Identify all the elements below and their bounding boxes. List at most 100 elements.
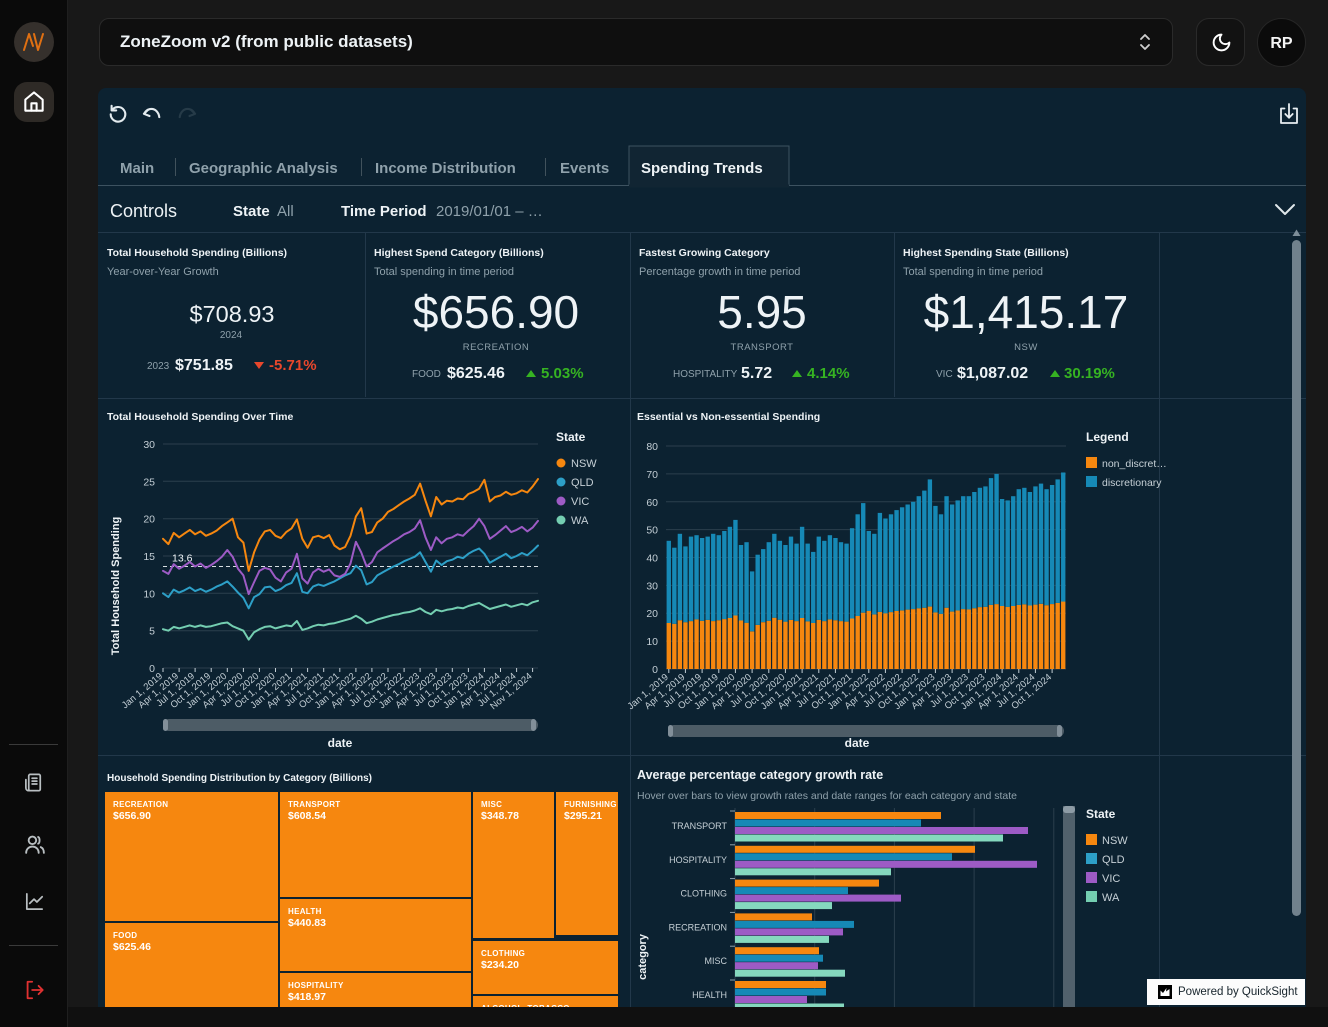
svg-text:$418.97: $418.97 bbox=[288, 991, 326, 1003]
svg-text:2023: 2023 bbox=[147, 361, 170, 372]
svg-text:Income Distribution: Income Distribution bbox=[375, 160, 516, 177]
svg-text:Total spending in time period: Total spending in time period bbox=[903, 266, 1043, 278]
svg-text:$656.90: $656.90 bbox=[113, 810, 151, 822]
svg-text:NSW: NSW bbox=[1102, 835, 1128, 847]
svg-text:State: State bbox=[233, 203, 270, 220]
svg-text:80: 80 bbox=[646, 441, 658, 453]
svg-text:$625.46: $625.46 bbox=[113, 941, 151, 953]
svg-text:TRANSPORT: TRANSPORT bbox=[288, 800, 340, 809]
svg-text:Hover over bars to view growth: Hover over bars to view growth rates and… bbox=[637, 790, 1017, 802]
svg-text:Highest Spending State (Billio: Highest Spending State (Billions) bbox=[903, 247, 1069, 259]
svg-text:10: 10 bbox=[143, 588, 155, 600]
svg-text:Spending Trends: Spending Trends bbox=[641, 160, 763, 177]
svg-text:RECREATION: RECREATION bbox=[463, 342, 530, 353]
svg-text:$234.20: $234.20 bbox=[481, 959, 519, 971]
svg-text:FOOD: FOOD bbox=[113, 931, 137, 940]
svg-text:Total Household Spending: Total Household Spending bbox=[110, 517, 122, 656]
svg-text:MISC: MISC bbox=[481, 800, 502, 809]
svg-text:$708.93: $708.93 bbox=[190, 301, 275, 327]
svg-text:20: 20 bbox=[143, 514, 155, 526]
svg-text:10: 10 bbox=[646, 636, 658, 648]
svg-text:FURNISHING: FURNISHING bbox=[564, 800, 617, 809]
svg-text:15: 15 bbox=[143, 551, 155, 563]
svg-text:70: 70 bbox=[646, 469, 658, 481]
svg-text:-5.71%: -5.71% bbox=[269, 357, 317, 374]
svg-text:Essential vs Non-essential Spe: Essential vs Non-essential Spending bbox=[637, 411, 820, 423]
svg-text:$625.46: $625.46 bbox=[447, 365, 505, 382]
svg-text:Average percentage category gr: Average percentage category growth rate bbox=[637, 768, 883, 782]
svg-text:QLD: QLD bbox=[1102, 854, 1125, 866]
svg-text:5.03%: 5.03% bbox=[541, 365, 584, 382]
svg-text:HOSPITALITY: HOSPITALITY bbox=[673, 369, 738, 380]
svg-text:2019/01/01 – …: 2019/01/01 – … bbox=[436, 203, 543, 220]
svg-text:$1,087.02: $1,087.02 bbox=[957, 365, 1028, 382]
svg-text:HEALTH: HEALTH bbox=[288, 907, 322, 916]
svg-text:Legend: Legend bbox=[1086, 430, 1129, 444]
svg-text:4.14%: 4.14% bbox=[807, 365, 850, 382]
svg-text:30.19%: 30.19% bbox=[1064, 365, 1115, 382]
svg-text:State: State bbox=[1086, 807, 1116, 821]
svg-text:non_discret…: non_discret… bbox=[1102, 458, 1167, 470]
svg-text:30: 30 bbox=[646, 580, 658, 592]
svg-text:$656.90: $656.90 bbox=[413, 286, 579, 338]
svg-text:QLD: QLD bbox=[571, 477, 594, 489]
svg-text:Total spending in time period: Total spending in time period bbox=[374, 266, 514, 278]
svg-text:VIC: VIC bbox=[1102, 873, 1120, 885]
svg-text:NSW: NSW bbox=[571, 458, 597, 470]
svg-text:TRANSPORT: TRANSPORT bbox=[731, 342, 794, 353]
svg-text:30: 30 bbox=[143, 439, 155, 451]
svg-text:$295.21: $295.21 bbox=[564, 810, 602, 822]
svg-text:13.6: 13.6 bbox=[172, 553, 193, 565]
svg-text:HOSPITALITY: HOSPITALITY bbox=[288, 981, 344, 990]
svg-text:Total Household Spending Over: Total Household Spending Over Time bbox=[107, 411, 293, 423]
svg-text:5.72: 5.72 bbox=[741, 365, 772, 382]
svg-text:MISC: MISC bbox=[705, 956, 728, 966]
svg-text:Highest Spend Category (Billio: Highest Spend Category (Billions) bbox=[374, 247, 544, 259]
svg-text:date: date bbox=[845, 736, 870, 750]
svg-text:$440.83: $440.83 bbox=[288, 917, 326, 929]
svg-text:Controls: Controls bbox=[110, 201, 177, 221]
svg-text:category: category bbox=[637, 933, 649, 980]
svg-text:HOSPITALITY: HOSPITALITY bbox=[669, 855, 727, 865]
svg-text:Percentage growth in time peri: Percentage growth in time period bbox=[639, 266, 800, 278]
svg-text:FOOD: FOOD bbox=[412, 369, 441, 380]
svg-text:$608.54: $608.54 bbox=[288, 810, 326, 822]
svg-text:HEALTH: HEALTH bbox=[692, 990, 727, 1000]
svg-text:TRANSPORT: TRANSPORT bbox=[672, 821, 728, 831]
svg-text:0: 0 bbox=[149, 663, 155, 675]
svg-text:$751.85: $751.85 bbox=[175, 357, 233, 374]
svg-text:Main: Main bbox=[120, 160, 154, 177]
svg-text:50: 50 bbox=[646, 525, 658, 537]
svg-text:CLOTHING: CLOTHING bbox=[680, 889, 727, 899]
svg-text:WA: WA bbox=[571, 515, 589, 527]
svg-text:WA: WA bbox=[1102, 892, 1120, 904]
svg-text:Household Spending Distributio: Household Spending Distribution by Categ… bbox=[107, 773, 372, 784]
svg-text:Total Household Spending (Bill: Total Household Spending (Billions) bbox=[107, 247, 287, 259]
svg-text:20: 20 bbox=[646, 608, 658, 620]
svg-text:Fastest Growing Category: Fastest Growing Category bbox=[639, 247, 770, 259]
svg-text:$348.78: $348.78 bbox=[481, 810, 519, 822]
svg-text:VIC: VIC bbox=[571, 496, 589, 508]
svg-text:All: All bbox=[277, 203, 294, 220]
svg-text:Geographic Analysis: Geographic Analysis bbox=[189, 160, 338, 177]
svg-text:Time Period: Time Period bbox=[341, 203, 427, 220]
svg-text:0: 0 bbox=[652, 664, 658, 676]
svg-text:VIC: VIC bbox=[936, 369, 953, 380]
svg-text:State: State bbox=[556, 430, 586, 444]
svg-text:RECREATION: RECREATION bbox=[113, 800, 168, 809]
svg-text:2024: 2024 bbox=[220, 330, 243, 341]
svg-text:ALCOHOL_TOBACCO: ALCOHOL_TOBACCO bbox=[481, 1004, 570, 1007]
svg-text:$1,415.17: $1,415.17 bbox=[924, 286, 1129, 338]
svg-text:5: 5 bbox=[149, 626, 155, 638]
svg-text:discretionary: discretionary bbox=[1102, 477, 1162, 489]
svg-text:Year-over-Year Growth: Year-over-Year Growth bbox=[107, 266, 219, 278]
svg-text:RECREATION: RECREATION bbox=[669, 922, 727, 932]
svg-text:25: 25 bbox=[143, 476, 155, 488]
svg-text:CLOTHING: CLOTHING bbox=[481, 949, 525, 958]
svg-text:60: 60 bbox=[646, 497, 658, 509]
svg-text:Events: Events bbox=[560, 160, 609, 177]
svg-text:5.95: 5.95 bbox=[717, 286, 807, 338]
svg-text:date: date bbox=[328, 736, 353, 750]
svg-text:NSW: NSW bbox=[1014, 342, 1038, 353]
svg-text:40: 40 bbox=[646, 553, 658, 565]
